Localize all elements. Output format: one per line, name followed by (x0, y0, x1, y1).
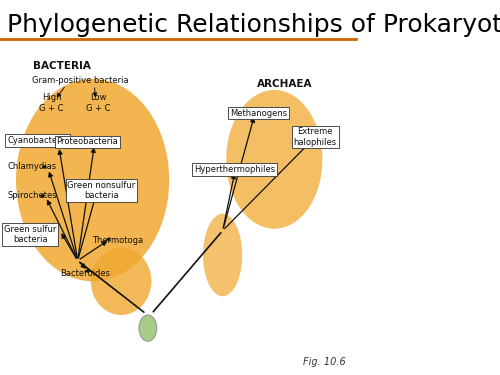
Text: Proteobacteria: Proteobacteria (56, 137, 118, 146)
Text: Chlamydias: Chlamydias (7, 162, 56, 171)
Text: Bacteroides: Bacteroides (60, 268, 110, 278)
Text: Phylogenetic Relationships of Prokaryotes: Phylogenetic Relationships of Prokaryote… (7, 13, 500, 37)
Text: BACTERIA: BACTERIA (34, 61, 92, 70)
Text: Spirochetes: Spirochetes (7, 191, 57, 200)
Text: Cyanobacteria: Cyanobacteria (7, 136, 68, 145)
Text: Extreme
halophiles: Extreme halophiles (294, 127, 337, 147)
Text: High
G + C: High G + C (40, 93, 64, 113)
Text: Methanogens: Methanogens (230, 109, 287, 118)
Text: Gram-positive bacteria: Gram-positive bacteria (32, 76, 128, 85)
Text: Green sulfur
bacteria: Green sulfur bacteria (4, 225, 57, 244)
Text: Thermotoga: Thermotoga (92, 236, 143, 245)
Text: ARCHAEA: ARCHAEA (257, 80, 313, 89)
Ellipse shape (203, 214, 242, 296)
Text: Green nonsulfur
bacteria: Green nonsulfur bacteria (68, 181, 136, 200)
Ellipse shape (139, 315, 157, 341)
Text: Fig. 10.6: Fig. 10.6 (303, 357, 346, 367)
Text: Low
G + C: Low G + C (86, 93, 110, 113)
Ellipse shape (91, 248, 152, 315)
Text: Hyperthermophiles: Hyperthermophiles (194, 165, 275, 174)
Ellipse shape (16, 79, 169, 281)
Ellipse shape (226, 90, 322, 229)
